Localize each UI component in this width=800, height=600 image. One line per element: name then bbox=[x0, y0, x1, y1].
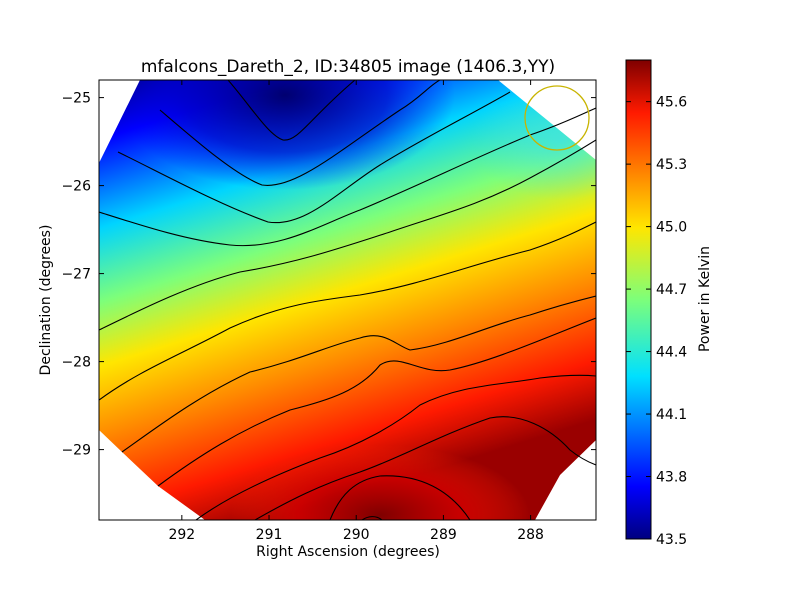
colorbar-tick-label: 45.0 bbox=[656, 220, 687, 236]
x-axis-label: Right Ascension (degrees) bbox=[256, 544, 440, 560]
colorbar-tick-label: 43.5 bbox=[656, 532, 687, 548]
heatmap-field bbox=[99, 80, 596, 520]
colorbar-tick-label: 43.8 bbox=[656, 470, 687, 486]
contour-line bbox=[99, 107, 596, 247]
contour-line bbox=[99, 139, 596, 331]
colorbar-tick-label: 45.6 bbox=[656, 95, 687, 111]
y-tick-label: −25 bbox=[61, 91, 91, 107]
contour-line bbox=[159, 80, 441, 186]
contour-line bbox=[99, 221, 596, 401]
colorbar-gradient bbox=[625, 59, 652, 540]
y-axis-ticks: −25 −26 −27 −28 −29 bbox=[61, 91, 596, 459]
x-tick-label: 289 bbox=[430, 527, 457, 543]
y-tick-label: −27 bbox=[61, 267, 91, 283]
contour-line bbox=[117, 91, 511, 224]
beam-circle bbox=[524, 85, 590, 151]
contour-line bbox=[157, 317, 596, 487]
colorbar: 43.5 43.8 44.1 44.4 44.7 45.0 45.3 45.6 Power i… bbox=[625, 59, 713, 548]
colorbar-tick-label: 44.7 bbox=[656, 282, 687, 298]
chart-title: mfalcons_Dareth_2, ID:34805 image (1406.… bbox=[141, 57, 555, 77]
x-tick-label: 291 bbox=[256, 527, 283, 543]
contour-line bbox=[361, 516, 383, 520]
y-tick-label: −26 bbox=[61, 179, 91, 195]
colorbar-tick-label: 44.4 bbox=[656, 345, 687, 361]
y-axis-label: Declination (degrees) bbox=[38, 225, 54, 376]
contour-line bbox=[195, 374, 596, 520]
contour-line bbox=[329, 475, 471, 520]
plot-frame bbox=[98, 79, 597, 521]
x-tick-label: 290 bbox=[343, 527, 370, 543]
contour-line bbox=[254, 416, 596, 520]
x-tick-label: 288 bbox=[517, 527, 544, 543]
contour-line bbox=[227, 80, 356, 141]
y-tick-label: −28 bbox=[61, 355, 91, 371]
colorbar-label: Power in Kelvin bbox=[697, 246, 713, 352]
colorbar-tick-label: 45.3 bbox=[656, 157, 687, 173]
contour-line bbox=[121, 295, 596, 453]
contour-lines bbox=[99, 80, 596, 520]
colorbar-ticks: 43.5 43.8 44.1 44.4 44.7 45.0 45.3 45.6 bbox=[626, 95, 687, 548]
plot-area bbox=[98, 79, 597, 521]
x-axis-ticks: 292 291 290 289 288 bbox=[168, 80, 544, 543]
y-tick-label: −29 bbox=[61, 443, 91, 459]
colorbar-tick-label: 44.1 bbox=[656, 407, 687, 423]
x-tick-label: 292 bbox=[168, 527, 195, 543]
